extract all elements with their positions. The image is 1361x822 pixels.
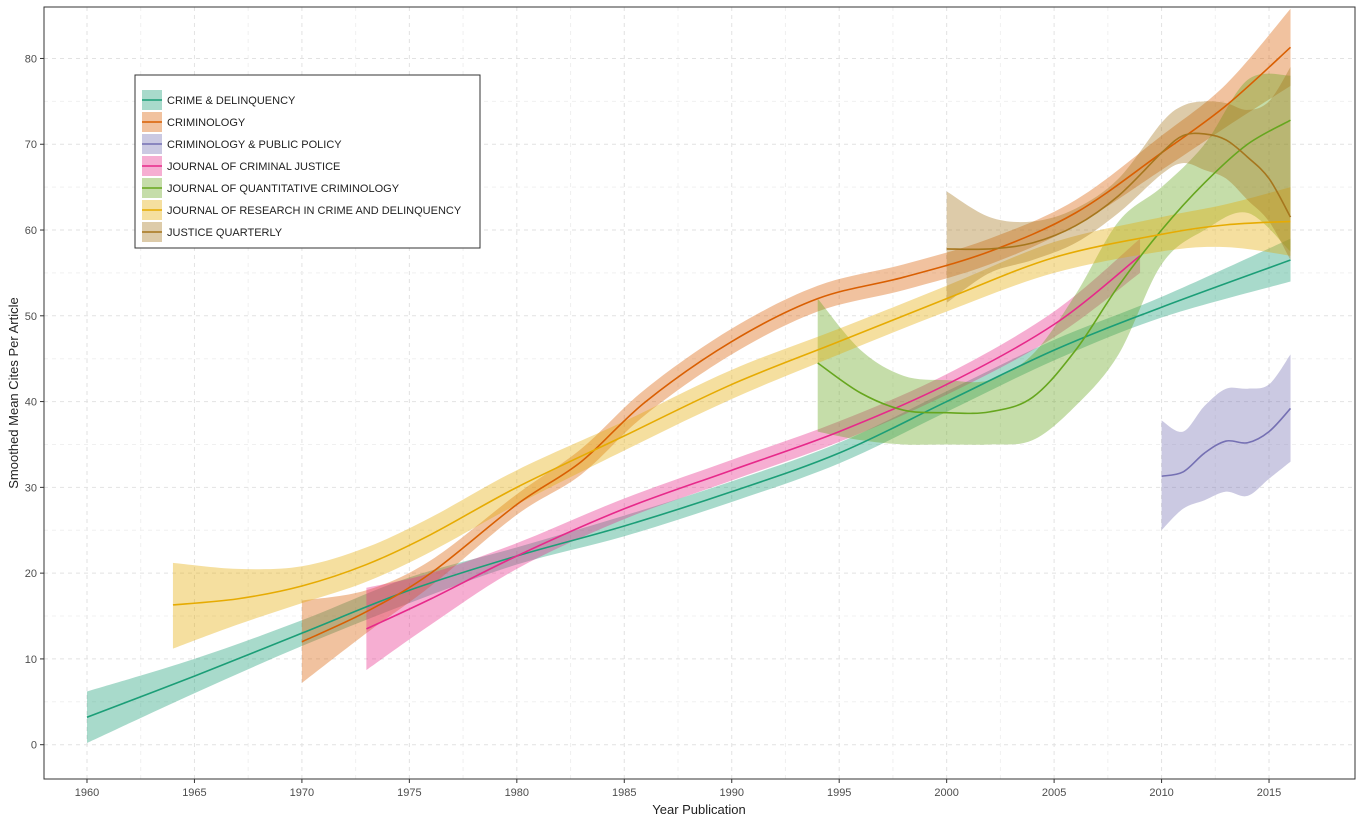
x-tick-label: 1980: [505, 787, 529, 799]
x-tick-label: 2000: [934, 787, 958, 799]
x-tick-label: 1970: [290, 787, 314, 799]
legend-label: JUSTICE QUARTERLY: [167, 227, 283, 239]
series-line: [301, 46, 1292, 643]
x-axis-title: Year Publication: [652, 802, 745, 817]
series-line: [946, 132, 1292, 251]
series-line: [366, 255, 1141, 630]
x-tick-label: 1975: [397, 787, 421, 799]
y-tick-label: 60: [25, 225, 37, 237]
y-tick-label: 70: [25, 139, 37, 151]
y-tick-label: 40: [25, 397, 37, 409]
plot-border: [43, 6, 1356, 780]
y-axis-title: Smoothed Mean Cites Per Article: [6, 297, 21, 488]
y-tick-label: 0: [31, 740, 37, 752]
x-tick-label: 1995: [827, 787, 851, 799]
legend-label: CRIME & DELINQUENCY: [167, 95, 296, 107]
series-line: [1161, 407, 1292, 477]
series-line: [817, 119, 1291, 415]
y-tick-label: 30: [25, 482, 37, 494]
legend-label: CRIMINOLOGY & PUBLIC POLICY: [167, 139, 342, 151]
y-tick-label: 20: [25, 568, 37, 580]
x-tick-label: 2015: [1257, 787, 1281, 799]
y-tick-label: 80: [25, 53, 37, 65]
legend: CRIME & DELINQUENCY CRIMINOLOGY CRIMINOLOG…: [134, 74, 481, 249]
y-tick-label: 50: [25, 311, 37, 323]
x-tick-label: 1965: [182, 787, 206, 799]
legend-label: JOURNAL OF RESEARCH IN CRIME AND DELINQU…: [167, 205, 462, 217]
x-tick-label: 2005: [1042, 787, 1066, 799]
y-axis: 0 10 20 30 40 50 60 70 80: [25, 53, 44, 752]
confidence-band: [172, 187, 1291, 649]
series-line: [86, 259, 1291, 718]
x-axis: 1960 1965 1970 1975 1980 1985 1990 1995 2000 2005…: [75, 779, 1281, 799]
x-tick-label: 1960: [75, 787, 99, 799]
confidence-band: [817, 73, 1291, 445]
x-tick-label: 2010: [1149, 787, 1173, 799]
confidence-band: [366, 238, 1141, 671]
series-lines: [86, 46, 1292, 718]
legend-box: [134, 74, 481, 249]
legend-label: JOURNAL OF QUANTITATIVE CRIMINOLOGY: [167, 183, 400, 195]
confidence-band: [1161, 354, 1291, 531]
legend-label: CRIMINOLOGY: [167, 117, 246, 129]
series-line: [172, 220, 1291, 606]
y-tick-label: 10: [25, 654, 37, 666]
x-tick-label: 1985: [612, 787, 636, 799]
legend-label: JOURNAL OF CRIMINAL JUSTICE: [167, 161, 340, 173]
x-tick-label: 1990: [719, 787, 743, 799]
